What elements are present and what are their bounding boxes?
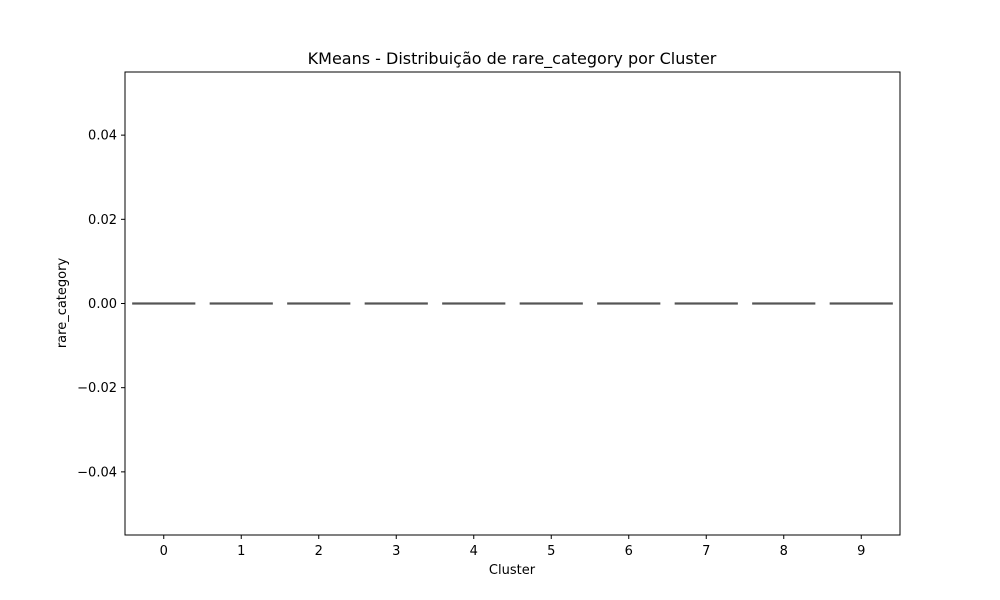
- box-series: [132, 302, 893, 305]
- x-tick-label: 9: [857, 544, 865, 559]
- x-tick-label: 6: [625, 544, 633, 559]
- x-tick-label: 7: [702, 544, 710, 559]
- y-tick-label: 0.00: [88, 297, 117, 312]
- x-tick-label: 2: [315, 544, 323, 559]
- y-tick-label: −0.04: [77, 465, 117, 480]
- x-tick-label: 4: [470, 544, 478, 559]
- box-cluster-9: [829, 302, 893, 305]
- y-tick-label: 0.04: [88, 129, 117, 144]
- y-axis-label: rare_category: [55, 258, 70, 349]
- y-tick-label: −0.02: [77, 381, 117, 396]
- box-cluster-1: [209, 302, 273, 305]
- box-cluster-5: [519, 302, 583, 305]
- box-cluster-4: [442, 302, 506, 305]
- x-axis-label: Cluster: [489, 563, 536, 578]
- box-cluster-7: [674, 302, 738, 305]
- x-tick-label: 8: [780, 544, 788, 559]
- y-axis-ticks: 0.04 0.02 0.00 −0.02 −0.04: [77, 129, 125, 480]
- plot-frame: [124, 71, 901, 536]
- chart-title: KMeans - Distribuição de rare_category p…: [308, 49, 717, 69]
- x-tick-label: 1: [237, 544, 245, 559]
- x-axis-ticks: 0 1 2 3 4 5 6 7 8 9: [160, 535, 865, 559]
- box-cluster-3: [364, 302, 428, 305]
- box-cluster-6: [597, 302, 661, 305]
- y-tick-label: 0.02: [88, 213, 117, 228]
- x-tick-label: 0: [160, 544, 168, 559]
- box-cluster-0: [132, 302, 196, 305]
- x-tick-label: 3: [392, 544, 400, 559]
- x-tick-label: 5: [547, 544, 555, 559]
- box-cluster-2: [287, 302, 351, 305]
- box-cluster-8: [752, 302, 816, 305]
